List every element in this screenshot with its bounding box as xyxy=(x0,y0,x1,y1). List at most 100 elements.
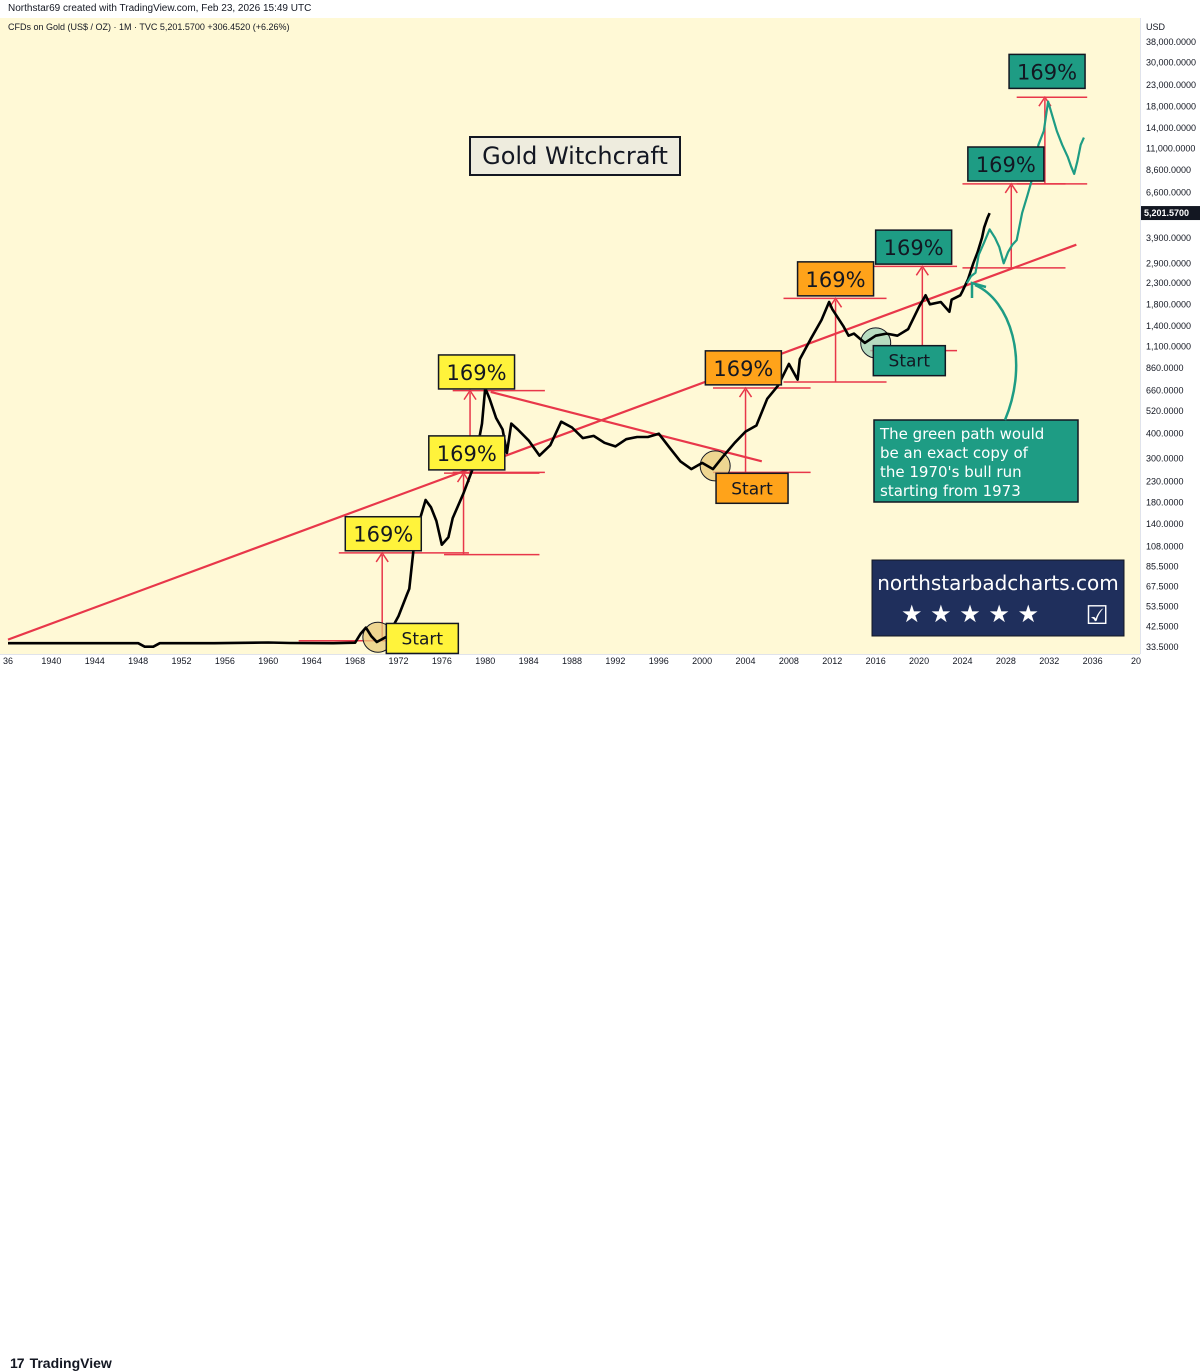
y-tick-label: 6,600.0000 xyxy=(1146,188,1191,198)
percent-label-bg xyxy=(437,354,516,390)
price-axis[interactable] xyxy=(1140,18,1200,654)
watermark-text: northstarbadcharts.com xyxy=(877,571,1119,595)
y-tick-label: 14,000.0000 xyxy=(1146,123,1196,133)
start-label-bg xyxy=(715,472,789,505)
annotation-line: starting from 1973 xyxy=(880,482,1021,500)
tradingview-logo-icon: 17 xyxy=(10,1355,25,1371)
y-tick-label: 400.0000 xyxy=(1146,429,1184,439)
percent-label: 169% xyxy=(428,435,506,471)
x-tick-label: 1952 xyxy=(172,656,192,666)
y-tick-label: 11,000.0000 xyxy=(1146,144,1195,154)
y-tick-label: 520.0000 xyxy=(1146,406,1184,416)
percent-label: 169% xyxy=(344,515,423,552)
percent-label-text: 169% xyxy=(1017,60,1077,84)
x-tick-label: 2032 xyxy=(1039,656,1059,666)
percent-label-text: 169% xyxy=(713,357,773,381)
credit-text: Northstar69 created with TradingView.com… xyxy=(8,3,312,14)
x-tick-label: 2020 xyxy=(909,656,929,666)
x-tick-label: 1968 xyxy=(345,656,365,666)
y-tick-label: 660.0000 xyxy=(1146,386,1184,396)
percent-label: 169% xyxy=(874,229,953,265)
percent-label-text: 169% xyxy=(884,236,944,260)
y-tick-label: 18,000.0000 xyxy=(1146,101,1196,111)
x-tick-label: 1940 xyxy=(41,656,61,666)
check-icon: ☑ xyxy=(1085,601,1108,631)
x-tick-label: 1980 xyxy=(475,656,495,666)
y-tick-label: 23,000.0000 xyxy=(1146,80,1196,90)
tradingview-logo[interactable]: 17 TradingView xyxy=(10,1355,112,1371)
y-tick-label: 8,600.0000 xyxy=(1146,165,1191,175)
arrow-head xyxy=(463,389,477,401)
y-tick-label: 30,000.0000 xyxy=(1146,57,1196,67)
percent-label-text: 169% xyxy=(447,361,507,385)
percent-label-text: 169% xyxy=(976,153,1036,177)
y-tick-label: 1,800.0000 xyxy=(1146,299,1191,309)
x-tick-label: 2016 xyxy=(866,656,886,666)
percent-label-bg xyxy=(428,435,506,471)
arrow-head xyxy=(828,296,843,308)
start-label: Start xyxy=(715,472,789,505)
chart-plot-area[interactable] xyxy=(0,18,1140,654)
projection-path xyxy=(965,100,1085,284)
currency-label: USD xyxy=(1146,22,1166,32)
x-tick-label: 2004 xyxy=(736,656,756,666)
chart-title: Gold Witchcraft xyxy=(482,142,668,170)
start-label-text: Start xyxy=(889,352,931,372)
arrow-head xyxy=(738,386,753,398)
x-tick-label: 2036 xyxy=(1083,656,1103,666)
watermark-box: northstarbadcharts.com ★ ★ ★ ★ ★ ☑ xyxy=(871,559,1125,637)
chart-title-box: Gold Witchcraft xyxy=(469,136,681,176)
x-tick-label: 2012 xyxy=(822,656,842,666)
y-tick-label: 3,900.0000 xyxy=(1146,233,1191,243)
percent-label-text: 169% xyxy=(437,442,497,466)
percent-label-bg xyxy=(704,350,783,386)
footer: 17 TradingView xyxy=(0,674,1200,1371)
watermark-bg xyxy=(871,559,1125,637)
percent-label: 169% xyxy=(796,261,875,297)
x-tick-label: 36 xyxy=(3,656,13,666)
annotation-line: The green path would xyxy=(879,425,1044,443)
start-label: Start xyxy=(872,344,947,377)
current-price-label: 5,201.5700 xyxy=(1144,208,1189,218)
start-label-text: Start xyxy=(402,629,444,649)
y-tick-label: 1,100.0000 xyxy=(1146,342,1191,352)
x-tick-label: 1996 xyxy=(649,656,669,666)
percent-label: 169% xyxy=(1008,53,1086,90)
start-label: Start xyxy=(385,622,460,655)
chart-title-bg xyxy=(469,136,681,176)
x-tick-label: 1988 xyxy=(562,656,582,666)
x-tick-label: 1960 xyxy=(258,656,278,666)
chart-credit-bar: Northstar69 created with TradingView.com… xyxy=(0,0,1200,18)
y-tick-label: 1,400.0000 xyxy=(1146,321,1191,331)
percent-label-bg xyxy=(796,261,875,297)
x-tick-label: 1972 xyxy=(388,656,408,666)
x-tick-label: 1976 xyxy=(432,656,452,666)
y-tick-label: 108.0000 xyxy=(1146,541,1184,551)
x-tick-label: 1992 xyxy=(605,656,625,666)
y-tick-label: 67.5000 xyxy=(1146,582,1179,592)
y-tick-label: 860.0000 xyxy=(1146,363,1184,373)
y-tick-label: 2,300.0000 xyxy=(1146,278,1191,288)
x-tick-label: 1964 xyxy=(302,656,322,666)
x-tick-label: 2008 xyxy=(779,656,799,666)
trendline xyxy=(490,390,763,463)
annotation-bg xyxy=(873,419,1079,503)
x-tick-label: 2028 xyxy=(996,656,1016,666)
y-tick-label: 85.5000 xyxy=(1146,561,1179,571)
symbol-info: CFDs on Gold (US$ / OZ) · 1M · TVC 5,201… xyxy=(8,22,289,32)
x-tick-label: 20 xyxy=(1131,656,1141,666)
y-tick-label: 38,000.0000 xyxy=(1146,37,1196,47)
percent-label-bg xyxy=(344,515,423,552)
annotation-line: be an exact copy of xyxy=(880,444,1029,462)
y-tick-label: 42.5000 xyxy=(1146,622,1179,632)
annotation-arrow-head xyxy=(970,281,987,298)
annotation-arrow xyxy=(974,283,1018,421)
time-axis[interactable] xyxy=(0,654,1140,675)
arrow-head xyxy=(1004,182,1018,194)
trendline xyxy=(7,243,1077,641)
percent-label-bg xyxy=(874,229,953,265)
y-tick-label: 230.0000 xyxy=(1146,476,1184,486)
percent-label-text: 169% xyxy=(806,268,866,292)
x-tick-label: 2000 xyxy=(692,656,712,666)
